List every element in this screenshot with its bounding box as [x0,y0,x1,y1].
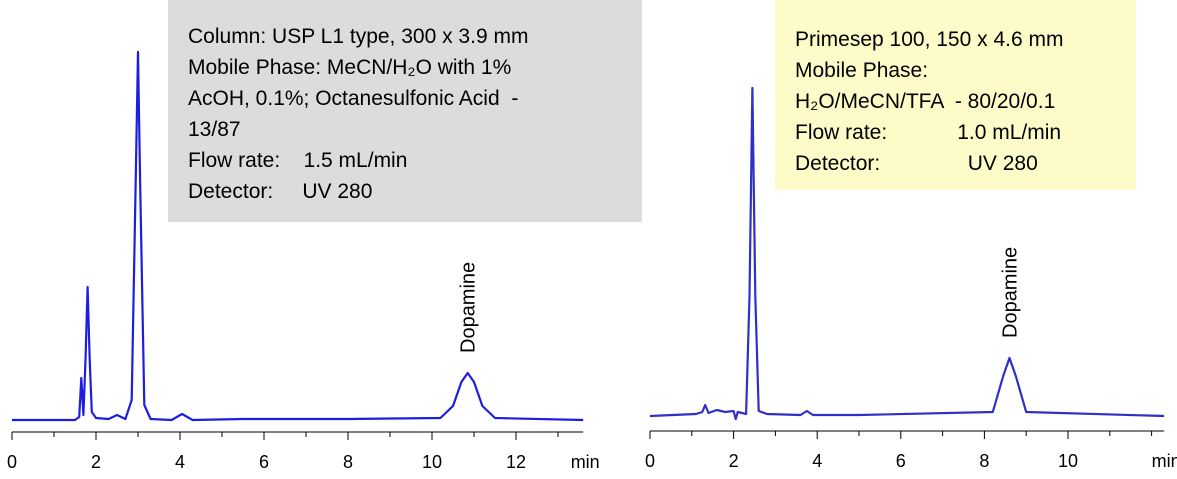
x-tick-label: 0 [7,452,17,472]
conditions-line: Flow rate: 1.5 mL/min [188,149,408,172]
x-tick-label: 4 [812,451,822,471]
chromatogram-line [12,50,584,422]
x-tick-label: 6 [259,452,269,472]
conditions-line: AcOH, 0.1%; Octanesulfonic Acid - [188,87,519,110]
conditions-line: Mobile Phase: MeCN/H₂O with 1% [188,56,512,79]
x-tick-label: 0 [645,451,655,471]
chromatogram-line [649,86,1165,421]
peak-label: Dopamine [999,247,1021,338]
x-tick-label: 10 [1058,451,1078,471]
x-axis-label: min [571,452,600,472]
conditions-line: Mobile Phase: [795,59,929,82]
x-tick-label: 4 [175,452,185,472]
conditions-box: Column: USP L1 type, 300 x 3.9 mm Mobile … [168,0,642,222]
x-tick-label: 2 [729,451,739,471]
conditions-line: 13/87 [188,118,241,141]
conditions-line: Primesep 100, 150 x 4.6 mm [795,28,1064,51]
x-tick-label: 10 [422,452,442,472]
x-axis-label: min [1152,451,1177,471]
conditions-line: Flow rate: 1.0 mL/min [795,121,1062,144]
conditions-line: Column: USP L1 type, 300 x 3.9 mm [188,25,529,48]
peak-label: Dopamine [458,262,480,353]
x-tick-label: 2 [91,452,101,472]
conditions-line: Detector: UV 280 [188,180,373,203]
x-tick-label: 8 [979,451,989,471]
conditions-line: H₂O/MeCN/TFA - 80/20/0.1 [795,90,1056,113]
x-tick-label: 8 [343,452,353,472]
x-tick-label: 6 [896,451,906,471]
x-tick-label: 12 [506,452,526,472]
conditions-box: Primesep 100, 150 x 4.6 mm Mobile Phase: H… [775,0,1136,190]
conditions-line: Detector: UV 280 [795,152,1038,175]
